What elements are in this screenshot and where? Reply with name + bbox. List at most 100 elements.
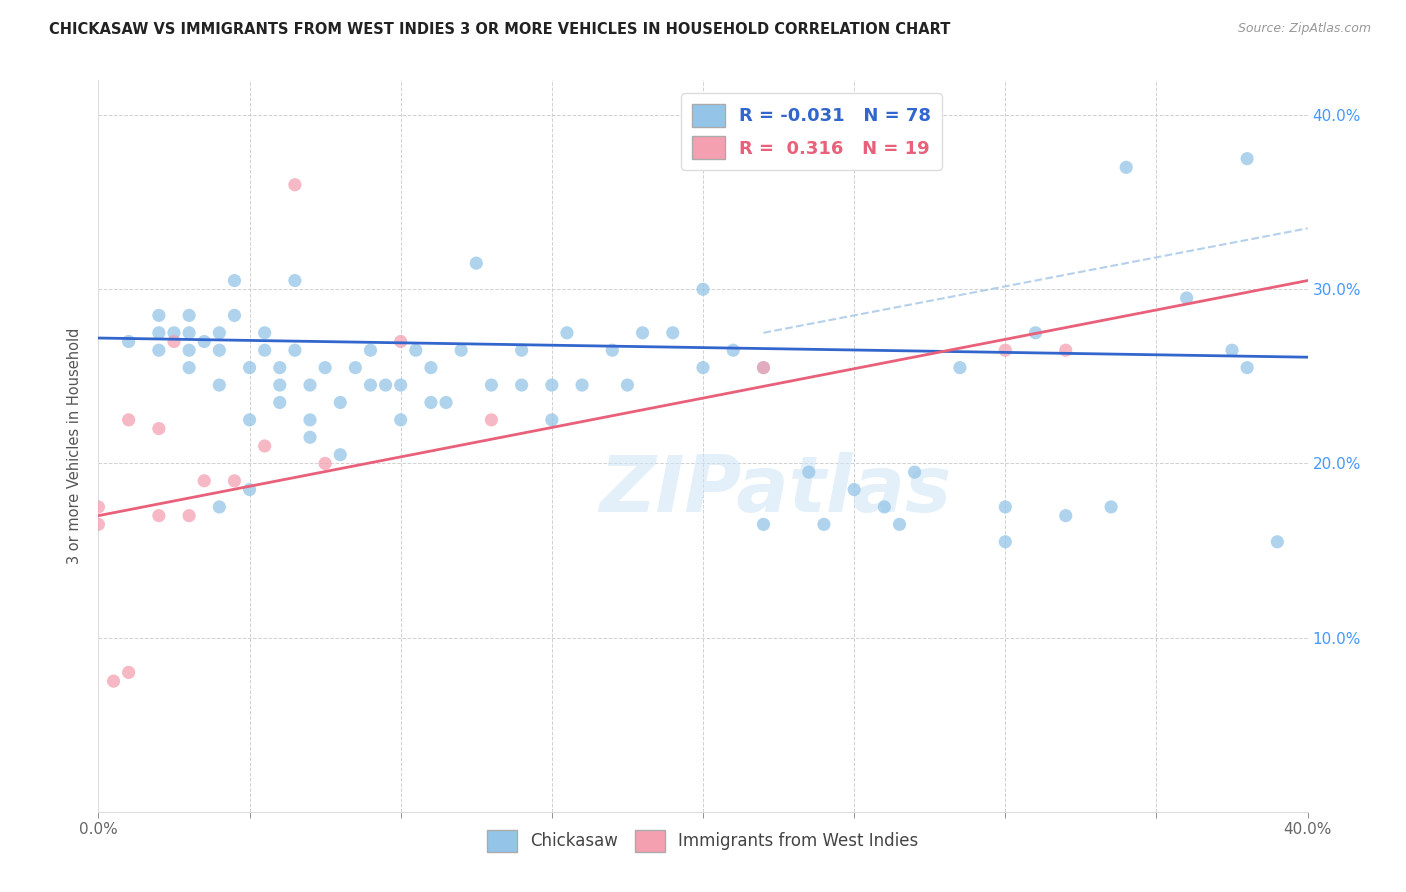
Point: [118, 665, 141, 680]
Point: [616, 378, 638, 392]
Point: [208, 378, 231, 392]
Point: [374, 378, 396, 392]
Text: Source: ZipAtlas.com: Source: ZipAtlas.com: [1237, 22, 1371, 36]
Point: [193, 474, 215, 488]
Legend: Chickasaw, Immigrants from West Indies: Chickasaw, Immigrants from West Indies: [481, 823, 925, 858]
Point: [253, 343, 276, 358]
Point: [389, 413, 412, 427]
Point: [179, 309, 201, 323]
Point: [360, 378, 382, 392]
Point: [239, 483, 262, 497]
Point: [148, 343, 170, 358]
Point: [299, 413, 322, 427]
Point: [299, 430, 322, 444]
Point: [692, 360, 714, 375]
Point: [1236, 360, 1258, 375]
Point: [844, 483, 866, 497]
Point: [179, 508, 201, 523]
Point: [224, 474, 246, 488]
Point: [1115, 161, 1137, 175]
Point: [360, 343, 382, 358]
Point: [752, 360, 775, 375]
Point: [904, 465, 927, 479]
Point: [299, 378, 322, 392]
Point: [163, 326, 186, 340]
Point: [314, 360, 336, 375]
Point: [465, 256, 488, 270]
Point: [540, 378, 562, 392]
Point: [389, 334, 412, 349]
Point: [179, 326, 201, 340]
Point: [253, 439, 276, 453]
Point: [889, 517, 911, 532]
Point: [1099, 500, 1122, 514]
Point: [284, 178, 307, 192]
Point: [1054, 343, 1077, 358]
Point: [540, 413, 562, 427]
Point: [602, 343, 624, 358]
Point: [224, 274, 246, 288]
Point: [269, 378, 291, 392]
Point: [239, 413, 262, 427]
Point: [87, 500, 110, 514]
Point: [179, 343, 201, 358]
Point: [1024, 326, 1046, 340]
Point: [1175, 291, 1198, 305]
Point: [224, 309, 246, 323]
Point: [148, 508, 170, 523]
Point: [481, 413, 503, 427]
Point: [208, 500, 231, 514]
Point: [873, 500, 896, 514]
Point: [723, 343, 745, 358]
Text: ZIPatlas: ZIPatlas: [599, 452, 952, 528]
Point: [420, 395, 443, 409]
Point: [1236, 152, 1258, 166]
Point: [148, 421, 170, 435]
Point: [692, 282, 714, 296]
Point: [405, 343, 427, 358]
Point: [148, 309, 170, 323]
Point: [434, 395, 457, 409]
Point: [420, 360, 443, 375]
Point: [555, 326, 578, 340]
Point: [1267, 534, 1289, 549]
Point: [118, 334, 141, 349]
Point: [994, 500, 1017, 514]
Point: [994, 534, 1017, 549]
Point: [481, 378, 503, 392]
Point: [752, 517, 775, 532]
Point: [813, 517, 835, 532]
Point: [284, 274, 307, 288]
Point: [179, 360, 201, 375]
Point: [193, 334, 215, 349]
Point: [148, 326, 170, 340]
Point: [1220, 343, 1243, 358]
Point: [314, 457, 336, 471]
Point: [87, 517, 110, 532]
Point: [239, 360, 262, 375]
Point: [389, 378, 412, 392]
Point: [208, 343, 231, 358]
Point: [208, 326, 231, 340]
Point: [450, 343, 472, 358]
Point: [752, 360, 775, 375]
Point: [1054, 508, 1077, 523]
Point: [103, 674, 125, 689]
Point: [329, 448, 352, 462]
Point: [344, 360, 367, 375]
Point: [797, 465, 820, 479]
Point: [269, 395, 291, 409]
Point: [118, 413, 141, 427]
Point: [510, 378, 533, 392]
Point: [510, 343, 533, 358]
Point: [994, 343, 1017, 358]
Point: [329, 395, 352, 409]
Y-axis label: 3 or more Vehicles in Household: 3 or more Vehicles in Household: [67, 328, 83, 564]
Point: [163, 334, 186, 349]
Point: [949, 360, 972, 375]
Point: [661, 326, 683, 340]
Point: [253, 326, 276, 340]
Point: [631, 326, 654, 340]
Point: [571, 378, 593, 392]
Point: [269, 360, 291, 375]
